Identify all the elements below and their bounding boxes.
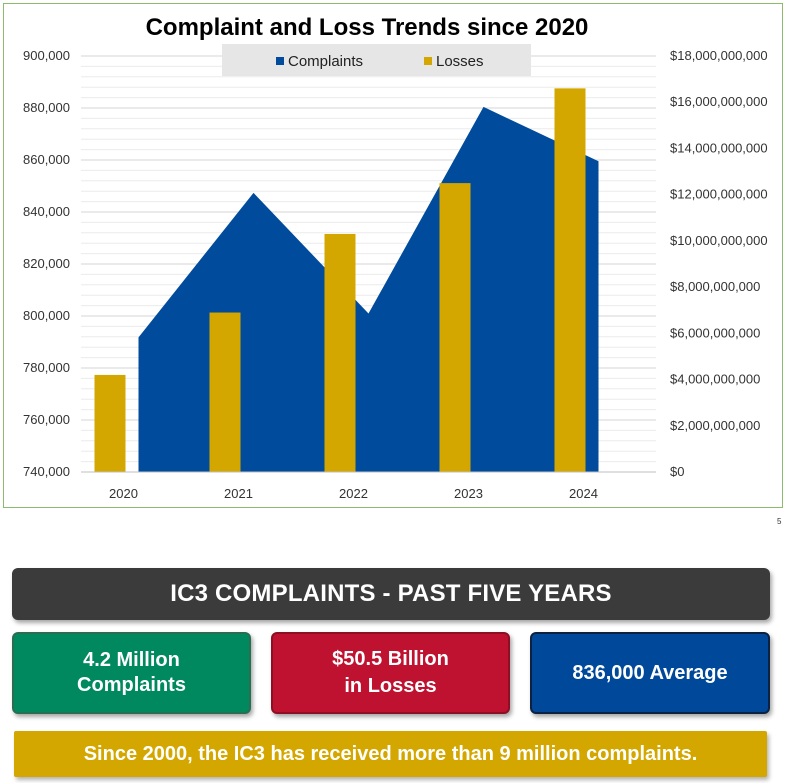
complaints-area bbox=[138, 106, 599, 472]
stat-total-losses-text: $50.5 Billion in Losses bbox=[332, 648, 449, 697]
left-axis-tick-label: 840,000 bbox=[23, 204, 70, 219]
right-axis-tick-label: $8,000,000,000 bbox=[670, 279, 760, 294]
losses-bar bbox=[94, 374, 126, 472]
right-axis-tick-label: $14,000,000,000 bbox=[670, 140, 768, 155]
right-axis-tick-label: $4,000,000,000 bbox=[670, 372, 760, 387]
chart: 740,000 760,000 780,000 800,000 820,000 840,0… bbox=[23, 14, 768, 501]
stat-total-complaints-text: 4.2 Million Complaints bbox=[77, 649, 186, 696]
x-axis-tick-label: 2023 bbox=[454, 486, 483, 501]
x-axis-tick-label: 2021 bbox=[224, 486, 253, 501]
x-axis-tick-label: 2020 bbox=[109, 486, 138, 501]
legend-label-losses: Losses bbox=[436, 53, 484, 70]
losses-bar bbox=[554, 88, 586, 472]
losses-bar bbox=[439, 183, 471, 472]
legend-box bbox=[222, 44, 531, 76]
left-axis-tick-label: 820,000 bbox=[23, 256, 70, 271]
right-axis-tick-label: $10,000,000,000 bbox=[670, 233, 768, 248]
left-axis-tick-label: 860,000 bbox=[23, 152, 70, 167]
right-axis-tick-label: $12,000,000,000 bbox=[670, 187, 768, 202]
header-banner: IC3 COMPLAINTS - PAST FIVE YEARS bbox=[12, 568, 770, 620]
left-axis-tick-label: 760,000 bbox=[23, 412, 70, 427]
stat-average-text: 836,000 Average bbox=[572, 661, 728, 684]
legend-label-complaints: Complaints bbox=[288, 53, 363, 70]
right-axis-tick-label: $2,000,000,000 bbox=[670, 418, 760, 433]
stat-average: 836,000 Average bbox=[530, 632, 770, 714]
legend-swatch-losses bbox=[424, 57, 432, 65]
losses-bar bbox=[209, 312, 241, 472]
stat-total-losses: $50.5 Billion in Losses bbox=[271, 632, 510, 714]
chart-title: Complaint and Loss Trends since 2020 bbox=[146, 14, 589, 41]
left-axis-tick-label: 880,000 bbox=[23, 100, 70, 115]
left-axis-tick-label: 800,000 bbox=[23, 308, 70, 323]
left-axis-tick-label: 780,000 bbox=[23, 360, 70, 375]
x-axis-tick-label: 2024 bbox=[569, 486, 598, 501]
legend-swatch-complaints bbox=[276, 57, 284, 65]
x-axis-tick-label: 2022 bbox=[339, 486, 368, 501]
right-axis-tick-label: $16,000,000,000 bbox=[670, 94, 768, 109]
left-axis-tick-label: 900,000 bbox=[23, 48, 70, 63]
right-axis-tick-label: $18,000,000,000 bbox=[670, 48, 768, 63]
left-axis-tick-label: 740,000 bbox=[23, 464, 70, 479]
chart-frame: 740,000 760,000 780,000 800,000 820,000 840,0… bbox=[3, 3, 783, 508]
right-axis-tick-label: $6,000,000,000 bbox=[670, 325, 760, 340]
stat-total-complaints: 4.2 Million Complaints bbox=[12, 632, 251, 714]
losses-bar bbox=[324, 233, 356, 472]
right-axis-tick-label: $0 bbox=[670, 464, 684, 479]
footer-banner: Since 2000, the IC3 has received more th… bbox=[14, 731, 767, 777]
page-number: 5 bbox=[777, 517, 782, 526]
